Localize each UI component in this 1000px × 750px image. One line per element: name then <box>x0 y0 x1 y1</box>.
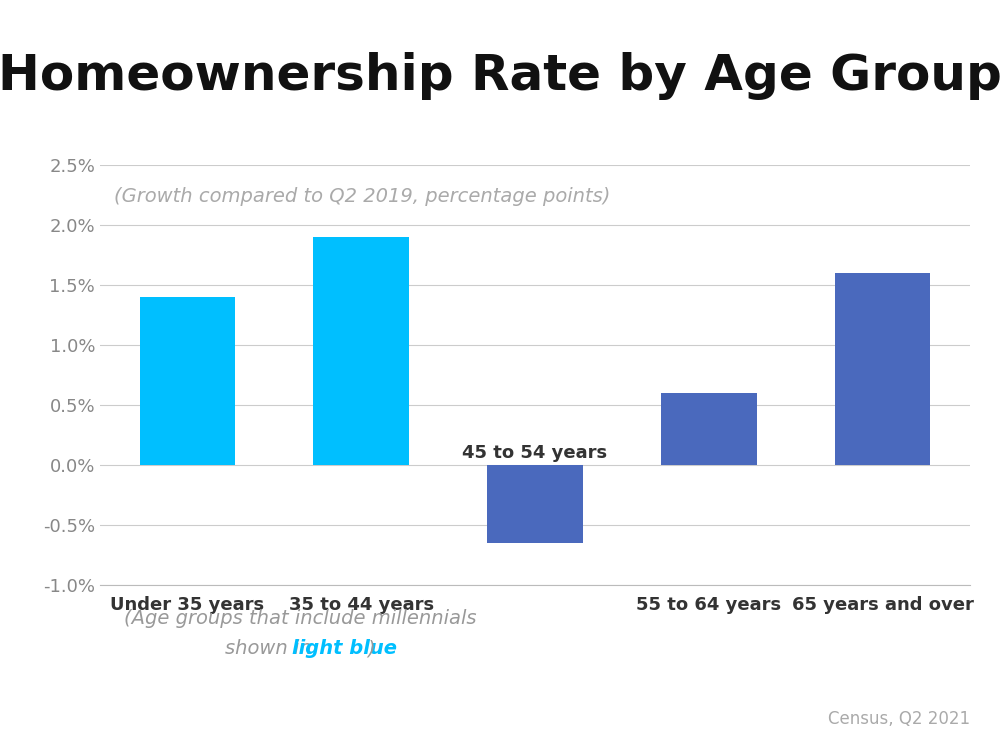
Bar <box>313 237 409 465</box>
Text: (Growth compared to Q2 2019, percentage points): (Growth compared to Q2 2019, percentage … <box>114 187 611 206</box>
Bar <box>140 297 235 465</box>
Bar <box>661 393 757 465</box>
Bar <box>835 273 930 465</box>
Text: Homeownership Rate by Age Group: Homeownership Rate by Age Group <box>0 53 1000 100</box>
Text: Census, Q2 2021: Census, Q2 2021 <box>828 710 970 728</box>
Bar <box>487 465 583 543</box>
Text: shown in: shown in <box>225 639 318 658</box>
Text: 45 to 54 years: 45 to 54 years <box>462 444 608 462</box>
Text: (Age groups that include millennials: (Age groups that include millennials <box>124 609 476 628</box>
Text: ): ) <box>368 639 375 658</box>
Text: light blue: light blue <box>292 639 398 658</box>
